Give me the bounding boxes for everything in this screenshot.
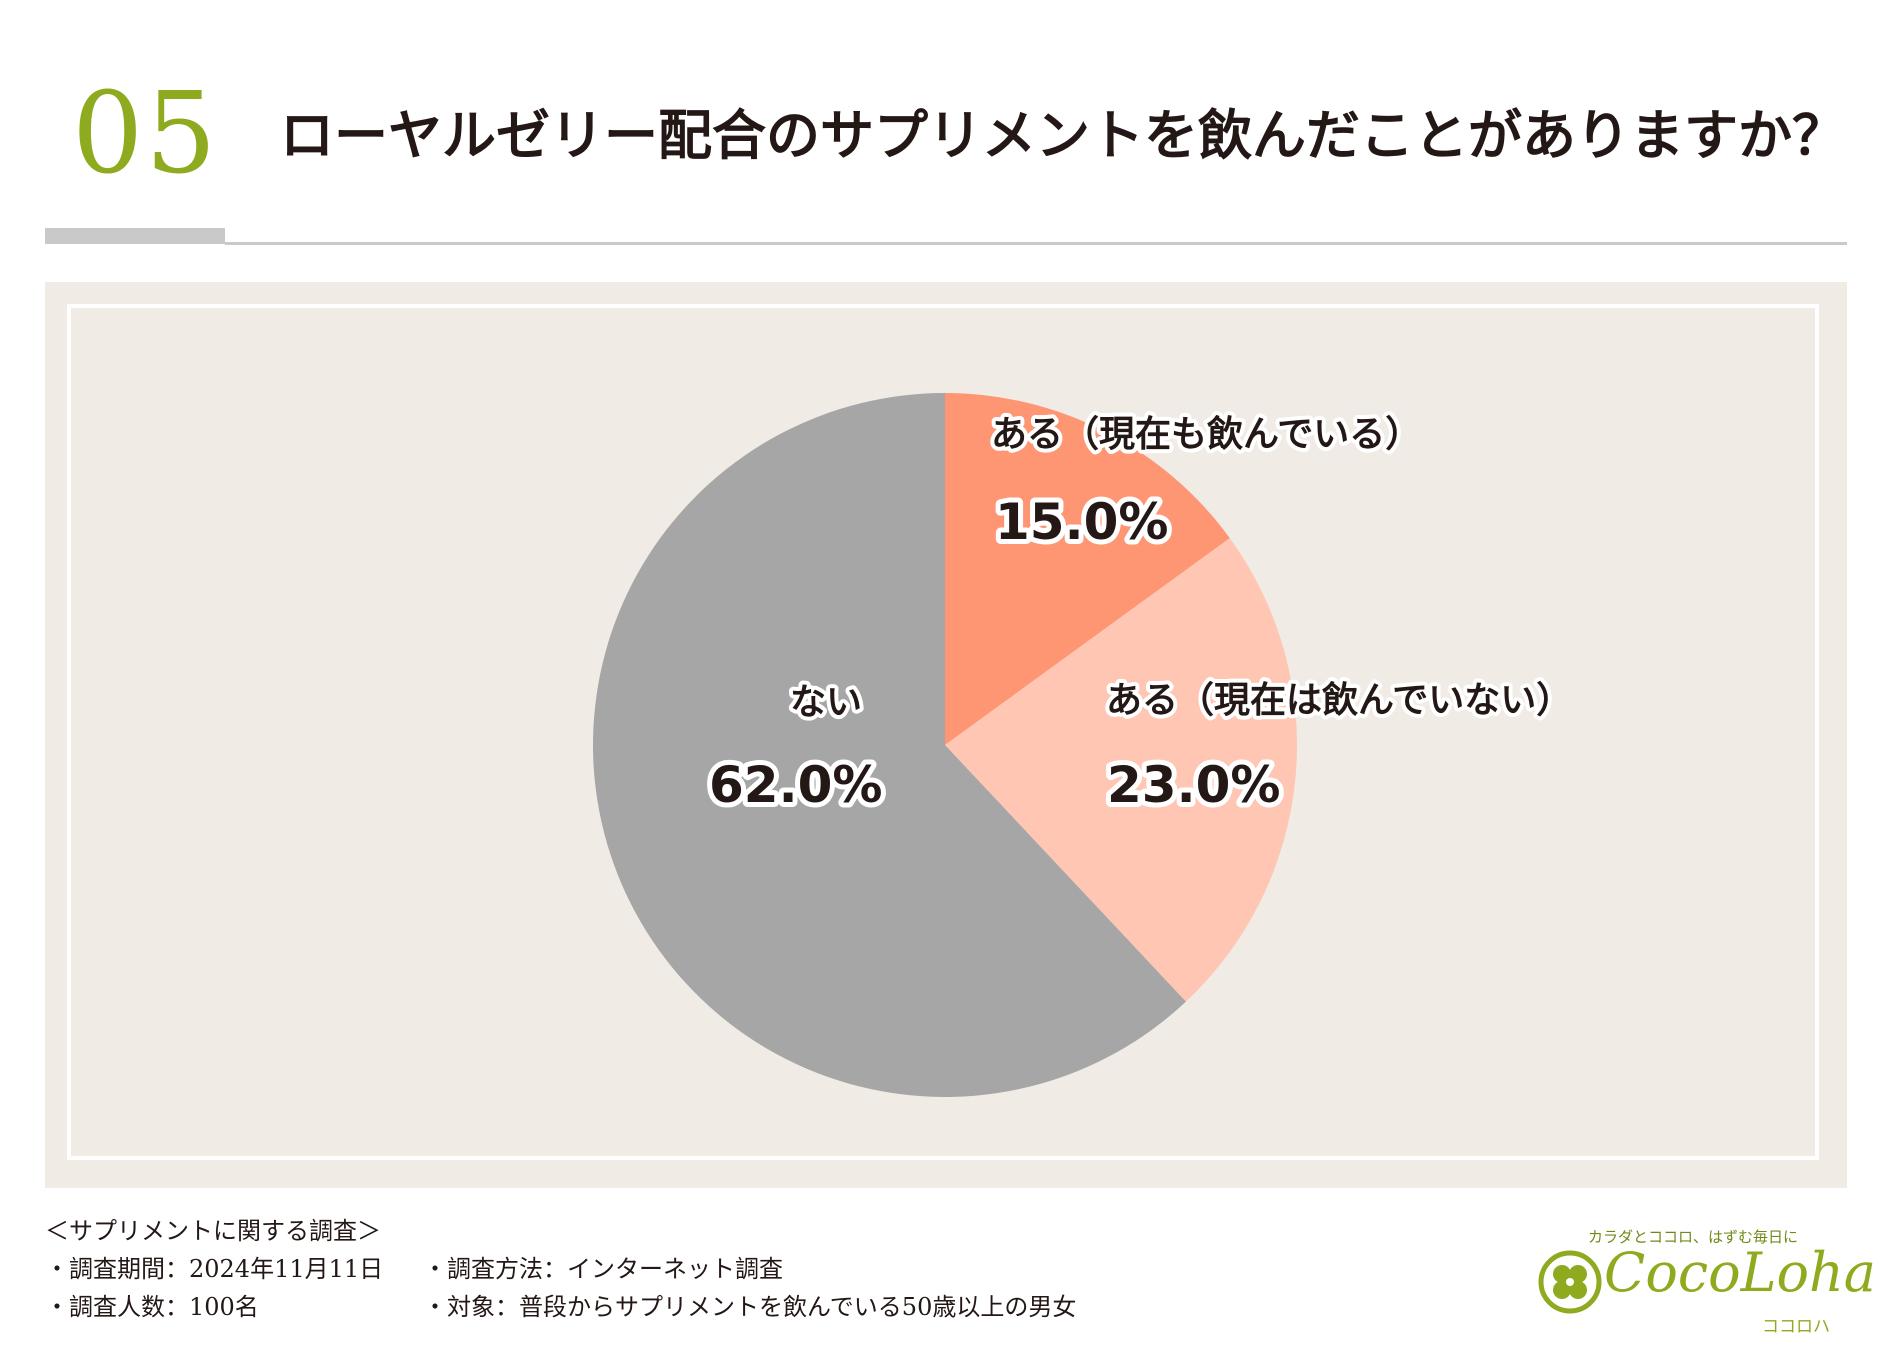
survey-target: ・対象：普段からサプリメントを飲んでいる50歳以上の男女	[423, 1293, 1077, 1321]
survey-method: ・調査方法：インターネット調査	[423, 1255, 783, 1283]
brand-name: CocoLoha	[1604, 1241, 1876, 1304]
question-title: ローヤルゼリー配合のサプリメントを飲んだことがありますか？	[280, 103, 1846, 167]
value-label-current: 15.0%	[995, 493, 1168, 551]
pie-slice-current	[945, 393, 1230, 745]
slice-label-current: ある（現在も飲んでいる）	[991, 414, 1421, 455]
brand-logo: カラダとココロ、はずむ毎日に CocoLoha ココロハ	[1538, 1222, 1876, 1342]
value-label-past: 23.0%	[1107, 756, 1280, 814]
chart-panel-border	[67, 304, 1819, 1160]
survey-period: ・調査期間：2024年11月11日	[45, 1255, 384, 1283]
pie-slices	[593, 393, 1297, 1097]
header-rule-accent	[45, 228, 225, 244]
value-label-never: 62.0%	[709, 756, 882, 814]
pie-slice-past	[945, 538, 1297, 1002]
brand-tagline: カラダとココロ、はずむ毎日に	[1588, 1228, 1799, 1246]
pie-labels: ある（現在も飲んでいる） 15.0% ある（現在は飲んでいない） 23.0% な…	[704, 410, 1576, 819]
chart-panel: ある（現在も飲んでいる） 15.0% ある（現在は飲んでいない） 23.0% な…	[45, 282, 1847, 1188]
clover-icon	[1538, 1250, 1602, 1314]
question-number: 05	[72, 69, 219, 199]
pie-slice-never	[593, 393, 1186, 1097]
pie-chart: ある（現在も飲んでいる） 15.0% ある（現在は飲んでいない） 23.0% な…	[593, 393, 1576, 1097]
survey-title: ＜サプリメントに関する調査＞	[45, 1217, 381, 1245]
slice-label-past: ある（現在は飲んでいない）	[1106, 680, 1572, 721]
brand-kana: ココロハ	[1762, 1317, 1830, 1337]
header-rule	[225, 242, 1847, 245]
survey-count: ・調査人数：100名	[45, 1293, 259, 1321]
slice-label-never: ない	[790, 682, 862, 723]
